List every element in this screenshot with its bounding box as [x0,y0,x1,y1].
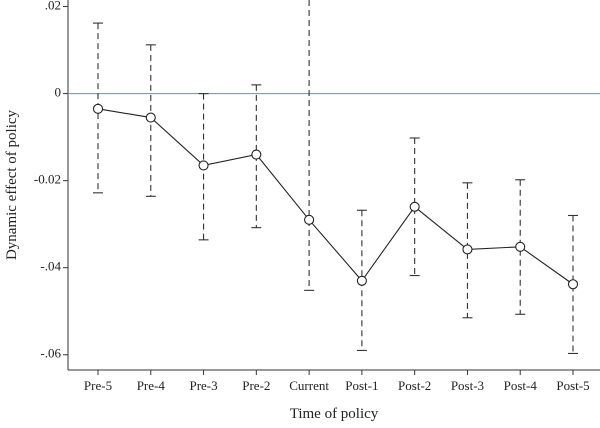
data-point [462,244,473,255]
y-tick-label: -.04 [40,259,61,274]
data-point [251,149,262,160]
x-ticks: Pre-5 Pre-4 Pre-3 Pre-2 Current Post-1 Post-2 P… [84,370,590,393]
data-point [198,160,209,171]
data-point [145,112,156,123]
series-line [97,108,574,285]
y-axis-title: Dynamic effect of policy [4,109,20,260]
x-tick-label: Current [289,378,329,393]
data-point [304,214,315,225]
x-tick-label: Post-1 [345,378,378,393]
data-point [92,103,104,114]
x-tick-label: Pre-2 [242,378,270,393]
x-axis-title: Time of policy [290,406,379,422]
x-tick-label: Post-3 [451,378,484,393]
x-tick-label: Pre-5 [84,378,112,393]
data-points [92,103,579,290]
confidence-intervals [93,0,578,355]
data-point [567,279,579,290]
x-tick-label: Post-5 [556,378,589,393]
y-ticks: .02 0 -0.02 -.04 -.06 [34,0,68,361]
y-tick-label: -.06 [40,346,61,361]
x-tick-label: Post-2 [398,378,431,393]
data-point [515,241,526,252]
data-point [356,275,367,286]
data-point [409,201,420,212]
x-tick-label: Pre-3 [189,378,217,393]
x-tick-label: Pre-4 [137,378,166,393]
y-tick-label: .02 [45,0,61,13]
y-tick-label: 0 [55,85,62,100]
x-tick-label: Post-4 [504,378,538,393]
axes [67,0,600,371]
y-tick-label: -0.02 [34,172,61,187]
